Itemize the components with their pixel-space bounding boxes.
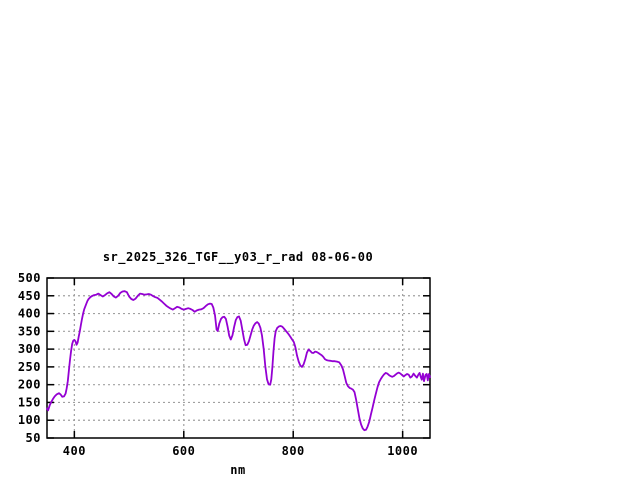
x-tick-label: 800 [282,444,305,458]
x-tick-label: 400 [63,444,86,458]
y-tick-label: 500 [18,271,41,285]
tick-labels: 50 100 150 200 250 300 350 400 450 500 400 600 800 10… [18,271,418,458]
y-tick-label: 400 [18,307,41,321]
x-tick-label: 600 [172,444,195,458]
x-tick-label: 1000 [387,444,418,458]
plot-border [46,277,431,439]
y-tick-label: 300 [18,342,41,356]
x-axis-label: nm [230,463,245,477]
chart-title: sr_2025_326_TGF__y03_r_rad 08-06-00 [103,250,373,265]
grid-lines [48,279,429,437]
y-tick-label: 200 [18,378,41,392]
y-tick-label: 50 [26,431,41,445]
y-tick-label: 250 [18,360,41,374]
y-tick-label: 150 [18,395,41,409]
y-tick-label: 450 [18,289,41,303]
y-tick-label: 100 [18,413,41,427]
y-tick-label: 350 [18,324,41,338]
data-curve [46,290,431,432]
tick-marks [47,277,430,439]
series-line [46,290,431,432]
